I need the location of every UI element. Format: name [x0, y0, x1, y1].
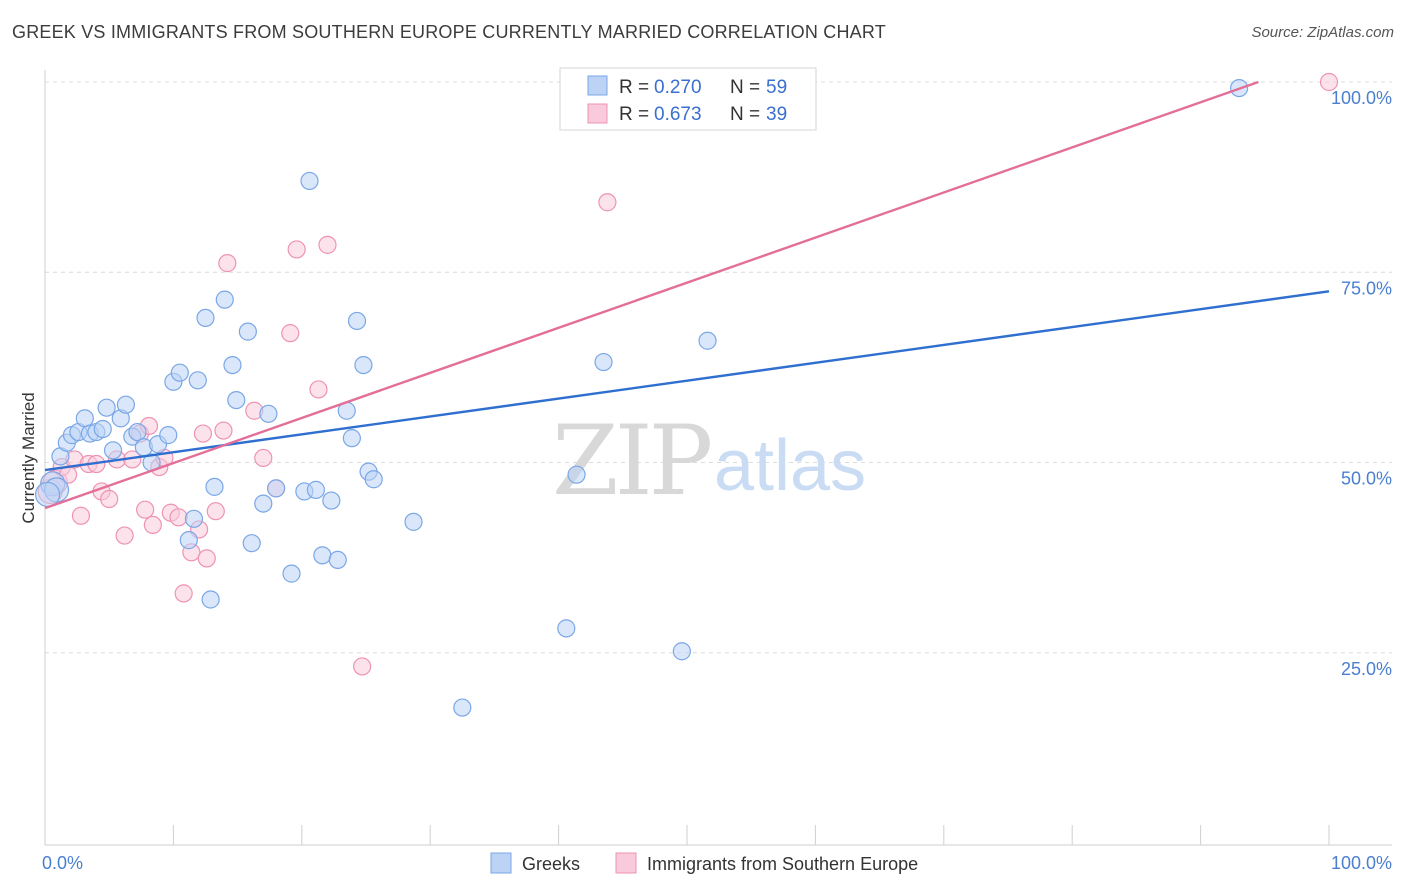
greeks-point-9 [93, 419, 112, 439]
bottom-legend-swatch-greeks [490, 852, 512, 874]
bottom-legend-label-immigrants: Immigrants from Southern Europe [647, 854, 918, 874]
greeks-point-30 [227, 390, 246, 410]
greeks-point-32 [242, 534, 261, 553]
legend-r-label-greeks: R = [619, 77, 649, 98]
greeks-point-21 [170, 363, 189, 382]
series-immigrants-points [37, 72, 1339, 676]
greeks-point-19 [159, 426, 178, 445]
immigrants-point-30 [254, 448, 273, 468]
y-tick-labels: 25.0% 50.0% 75.0% 100.0% [1331, 88, 1392, 679]
greeks-point-53 [594, 352, 613, 372]
greeks-point-42 [328, 550, 347, 570]
greeks-point-52 [567, 465, 586, 484]
immigrants-point-25 [193, 424, 213, 443]
bottom-legend-swatch-immigrants [615, 852, 637, 874]
trendlines [44, 80, 1330, 510]
greeks-point-13 [116, 395, 135, 414]
legend-r-label-immigrants: R = [619, 104, 649, 125]
legend-n-label-immigrants: N = [730, 104, 760, 125]
greeks-point-6 [75, 409, 94, 428]
axes [44, 70, 1392, 846]
immigrants-point-34 [309, 380, 328, 399]
source-credit: Source: ZipAtlas.com [1251, 24, 1394, 41]
immigrants-trendline [44, 80, 1259, 510]
immigrants-point-20 [169, 508, 188, 527]
greeks-point-35 [267, 479, 286, 498]
legend-r-value-greeks: 0.270 [654, 77, 702, 98]
greeks-point-31 [238, 322, 257, 341]
immigrants-point-26 [206, 502, 225, 521]
immigrants-point-35 [318, 235, 337, 254]
watermark-atlas: atlas [714, 426, 866, 506]
y-tick-label-50: 50.0% [1341, 469, 1392, 489]
x-tick-label-max: 100.0% [1331, 853, 1392, 873]
immigrants-point-9 [100, 489, 119, 509]
gridlines [45, 81, 1392, 654]
greeks-point-39 [306, 480, 326, 499]
legend-n-label-greeks: N = [730, 77, 760, 98]
legend-n-value-immigrants: 39 [766, 104, 787, 125]
greeks-trendline [44, 290, 1330, 472]
immigrants-point-33 [287, 240, 306, 259]
greeks-point-49 [404, 512, 423, 531]
bottom-legend-label-greeks: Greeks [522, 854, 580, 874]
greeks-point-41 [322, 491, 341, 510]
greeks-point-36 [282, 564, 301, 583]
greeks-point-45 [347, 311, 367, 331]
greeks-point-27 [205, 477, 224, 496]
greeks-point-25 [196, 308, 215, 328]
legend-box: R = 0.270 N = 59 R = 0.673 N = 39 [559, 67, 817, 131]
y-axis-label: Currently Married [19, 392, 38, 523]
greeks-point-40 [313, 546, 332, 565]
legend-r-value-immigrants: 0.673 [654, 104, 702, 125]
greeks-point-33 [254, 494, 273, 513]
greeks-point-44 [342, 429, 361, 448]
legend-swatch-greeks [587, 75, 608, 96]
greeks-point-28 [215, 290, 234, 309]
watermark: ZIP atlas [552, 405, 866, 517]
greeks-point-55 [698, 331, 717, 350]
greeks-point-38 [300, 171, 319, 191]
greeks-point-51 [557, 619, 576, 638]
y-tick-label-25: 25.0% [1341, 659, 1392, 679]
greeks-point-34 [259, 404, 278, 423]
greeks-point-15 [128, 422, 147, 442]
immigrants-point-38 [1319, 72, 1339, 92]
chart-title: GREEK VS IMMIGRANTS FROM SOUTHERN EUROPE… [12, 22, 886, 42]
greeks-point-48 [364, 470, 383, 489]
immigrants-point-27 [214, 421, 233, 440]
legend-swatch-immigrants [587, 103, 608, 124]
greeks-point-26 [201, 590, 220, 609]
watermark-zip: ZIP [552, 405, 711, 517]
x-ticks [44, 825, 1330, 845]
immigrants-point-5 [71, 506, 91, 525]
immigrants-point-14 [136, 500, 155, 519]
immigrants-point-28 [218, 254, 237, 273]
immigrants-point-36 [353, 657, 372, 676]
greeks-point-46 [354, 355, 373, 375]
immigrants-point-32 [281, 324, 300, 343]
series-greeks-points [34, 72, 1249, 717]
y-tick-label-100: 100.0% [1331, 88, 1392, 108]
greeks-point-50 [453, 698, 472, 717]
legend-n-value-greeks: 59 [766, 77, 787, 98]
immigrants-point-11 [115, 526, 134, 545]
bottom-legend: Greeks Immigrants from Southern Europe [490, 852, 918, 874]
x-tick-label-min: 0.0% [42, 853, 83, 873]
greeks-point-22 [179, 531, 198, 550]
greeks-point-23 [184, 509, 204, 528]
greeks-point-10 [97, 398, 116, 417]
greeks-point-24 [188, 371, 207, 390]
y-tick-label-75: 75.0% [1341, 278, 1392, 298]
greeks-point-29 [223, 355, 242, 375]
immigrants-point-21 [174, 584, 193, 603]
greeks-point-58 [34, 481, 61, 508]
greeks-point-54 [672, 642, 691, 661]
immigrants-point-37 [598, 193, 617, 212]
immigrants-point-24 [197, 549, 216, 568]
greeks-point-11 [103, 441, 123, 460]
immigrants-point-16 [143, 515, 162, 535]
